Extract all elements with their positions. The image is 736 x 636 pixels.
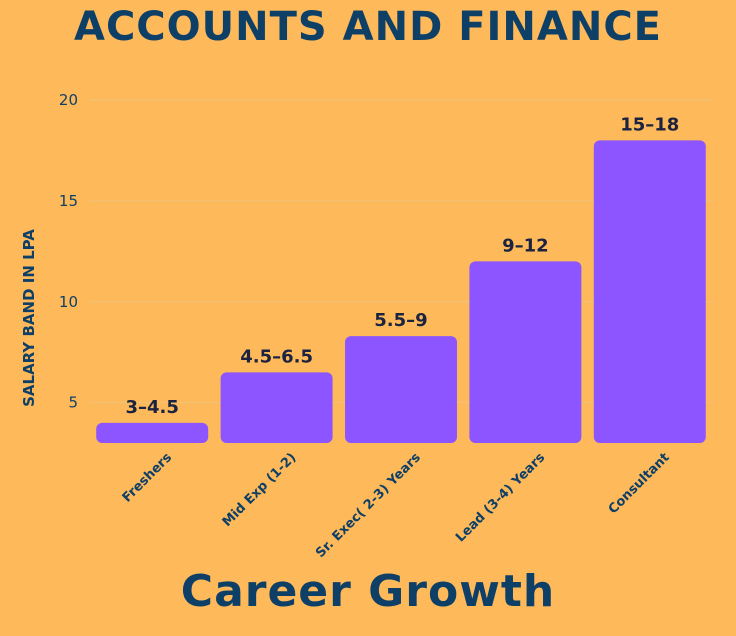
data-label: 9–12: [502, 235, 549, 256]
data-labels: 3–4.5 4.5–6.5 5.5–9 9–12 15–18: [125, 114, 679, 417]
data-label: 3–4.5: [125, 397, 178, 418]
x-axis-categories: Freshers Mid Exp (1-2) Sr. Exec( 2-3) Year…: [120, 450, 673, 560]
bar: [96, 422, 209, 443]
category-label: Consultant: [606, 450, 673, 517]
y-tick-label: 20: [59, 91, 78, 109]
category-label: Lead (3-4) Years: [453, 450, 548, 545]
bars: [96, 140, 706, 443]
chart-subtitle: Career Growth: [180, 566, 556, 617]
chart-title: ACCOUNTS AND FINANCE: [73, 4, 662, 50]
bar: [345, 336, 457, 443]
data-label: 4.5–6.5: [240, 346, 313, 367]
bar: [220, 372, 333, 443]
bar: [469, 261, 582, 443]
y-tick-label: 10: [59, 293, 78, 311]
bar-chart: 5 10 15 20 3–4.5 4.5–6.5 5.5–9 9–12 15–18 Fresh…: [20, 91, 712, 560]
bar: [593, 140, 706, 443]
y-tick-label: 5: [68, 394, 78, 412]
category-label: Freshers: [120, 450, 176, 506]
data-label: 15–18: [620, 114, 679, 135]
y-axis-label: SALARY BAND IN LPA: [20, 229, 38, 407]
data-label: 5.5–9: [374, 310, 427, 331]
category-label: Sr. Exec( 2-3) Years: [313, 450, 424, 560]
y-axis-ticks: 5 10 15 20: [59, 91, 78, 412]
category-label: Mid Exp (1-2): [220, 450, 300, 530]
y-tick-label: 15: [59, 192, 78, 210]
